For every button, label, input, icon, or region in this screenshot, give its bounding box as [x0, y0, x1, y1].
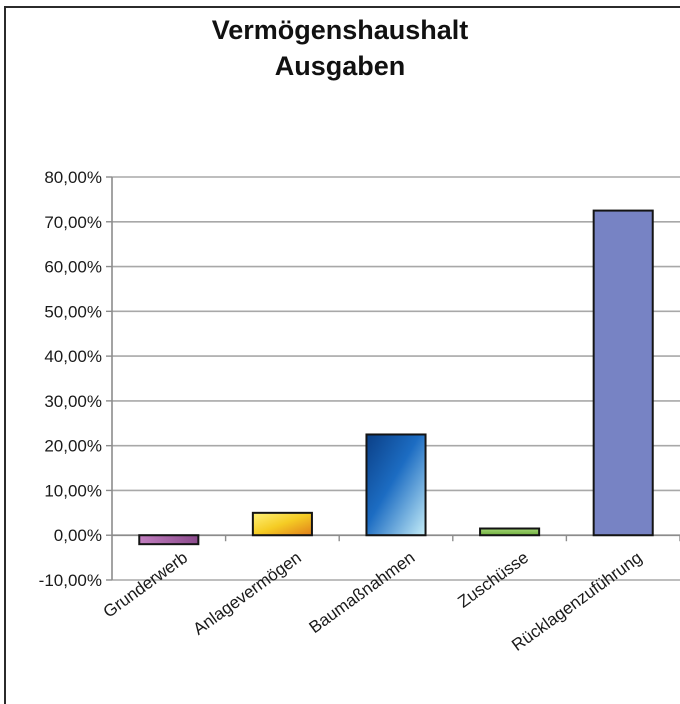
bar-grunderwerb	[138, 534, 200, 546]
chart-title: Vermögenshaushalt	[211, 15, 469, 45]
x-tick-label: Baumaßnahmen	[305, 548, 418, 637]
chart-title-block: Vermögenshaushalt Ausgaben	[0, 12, 680, 84]
y-tick-label: 50,00%	[44, 302, 102, 321]
y-tick-label: 40,00%	[44, 347, 102, 366]
bar-rücklagenzuführung	[592, 209, 654, 537]
y-tick-label: 60,00%	[44, 258, 102, 277]
y-tick-labels: 80,00% 70,00% 60,00% 50,00% 40,00% 30,00% 20,0…	[39, 168, 102, 590]
chart-frame	[4, 6, 680, 704]
y-tick-label: 30,00%	[44, 392, 102, 411]
y-tick-label: 10,00%	[44, 481, 102, 500]
bars	[138, 209, 654, 546]
x-tick-label: Grunderwerb	[100, 548, 191, 622]
chart-subtitle: Ausgaben	[274, 51, 406, 81]
y-tick-label: 80,00%	[44, 168, 102, 187]
bar-baumaßnahmen	[365, 433, 427, 537]
y-tick-label: 20,00%	[44, 437, 102, 456]
y-tick-label: -10,00%	[39, 571, 102, 590]
x-tick-label: Anlagevermögen	[190, 548, 305, 639]
y-tick-label: 0,00%	[54, 526, 102, 545]
bar-anlagevermögen	[251, 511, 313, 537]
bar-zuschüsse	[479, 527, 541, 537]
gridlines	[112, 176, 680, 581]
y-tick-label: 70,00%	[44, 213, 102, 232]
